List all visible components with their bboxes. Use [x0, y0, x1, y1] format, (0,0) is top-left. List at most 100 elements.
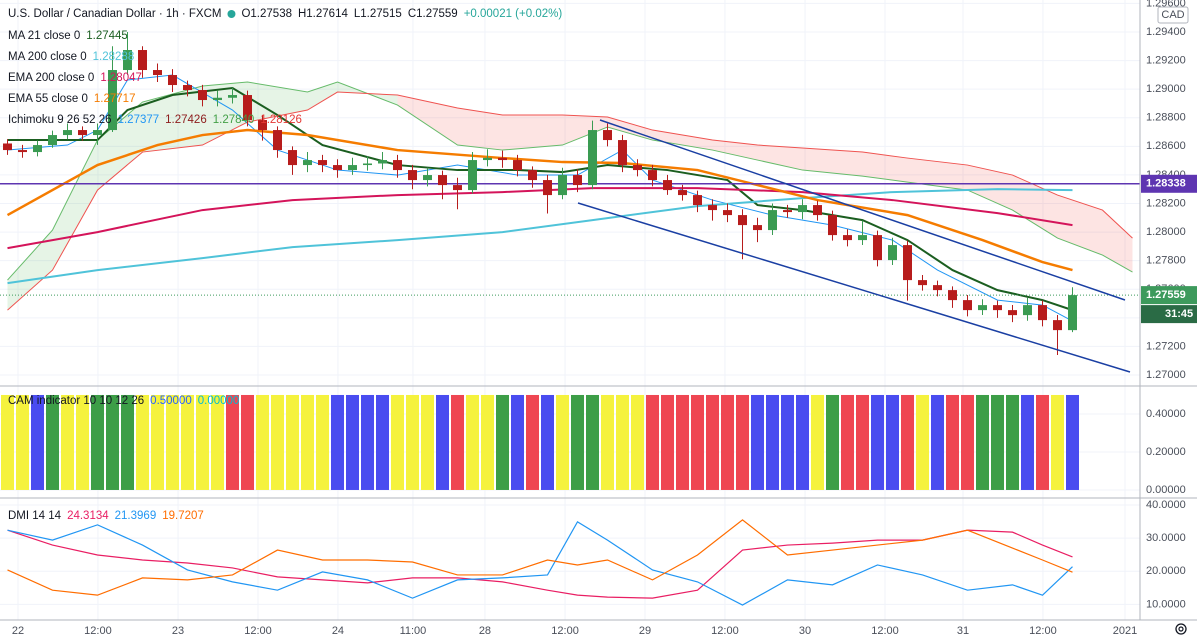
x-tick-label: 12:00 — [84, 625, 112, 637]
settings-icon[interactable] — [1175, 623, 1187, 635]
candle-body — [498, 157, 507, 161]
cam-bar — [991, 394, 1004, 490]
candle-body — [258, 120, 267, 131]
candle-body — [348, 165, 357, 171]
cam-bar — [736, 394, 749, 490]
candle-body — [693, 195, 702, 206]
candle-body — [678, 190, 687, 196]
y-tick-label: 0.00000 — [1146, 484, 1186, 496]
x-tick-label: 30 — [799, 625, 811, 637]
candle-body — [228, 95, 237, 98]
cloud-fill — [1057, 195, 1103, 256]
cam-bar — [961, 394, 974, 490]
cam-bar — [1, 394, 14, 490]
candle-body — [78, 130, 87, 136]
candle-body — [978, 305, 987, 311]
candle-body — [303, 160, 312, 166]
y-tick-label: 1.28000 — [1146, 226, 1186, 238]
cam-bar — [661, 394, 674, 490]
cam-bar — [436, 394, 449, 490]
drawings — [577, 119, 1131, 373]
cam-bar — [826, 394, 839, 490]
cloud-fill — [652, 130, 713, 151]
indicator-readout: 21.3969 — [115, 510, 157, 522]
x-tick-label: 11:00 — [400, 625, 427, 637]
cloud-fill — [757, 145, 803, 171]
cam-bar — [136, 394, 149, 490]
cam-bar — [256, 394, 269, 490]
indicator-readout: 1.27426 — [165, 114, 207, 126]
cam-bar — [526, 394, 539, 490]
candle-body — [993, 305, 1002, 311]
cloud-fill — [7, 230, 53, 311]
chart-title: U.S. Dollar / Canadian Dollar · 1h · FXC… — [8, 8, 221, 20]
cam-bar — [931, 394, 944, 490]
cloud-fill — [457, 108, 503, 151]
candle-body — [558, 175, 567, 196]
x-tick-label: 31 — [957, 625, 969, 637]
x-tick-label: 12:00 — [1029, 625, 1057, 637]
cam-bar — [271, 394, 284, 490]
candle-body — [783, 210, 792, 213]
legend: U.S. Dollar / Canadian Dollar · 1h · FXC… — [8, 8, 562, 522]
cam-bar — [556, 394, 569, 490]
hline-label: 1.28338 — [1146, 178, 1186, 190]
y-tick-label: 20.0000 — [1146, 565, 1186, 577]
cam-bar — [1066, 394, 1079, 490]
cloud-fill — [802, 148, 863, 177]
cam-bar — [376, 394, 389, 490]
cloud-fill — [97, 102, 143, 191]
candle-body — [108, 70, 117, 131]
cam-bar — [916, 394, 929, 490]
candle-body — [633, 165, 642, 171]
cam-bar — [706, 394, 719, 490]
cam-bar — [871, 394, 884, 490]
indicator-name: CAM indicator 10 10 12 26 — [8, 395, 144, 407]
candle-body — [1023, 305, 1032, 316]
indicator-name: DMI 14 14 — [8, 510, 62, 522]
y-tick-label: 40.0000 — [1146, 499, 1186, 511]
indicator-name: EMA 200 close 0 — [8, 72, 94, 84]
ohlc-readout: H1.27614 — [298, 8, 348, 20]
candle-body — [813, 205, 822, 216]
gear-hub — [1178, 626, 1184, 632]
cam-bar — [61, 394, 74, 490]
cam-bar — [601, 394, 614, 490]
candle-body — [153, 70, 162, 76]
cloud-fill — [1102, 210, 1133, 273]
gear-ring — [1175, 623, 1187, 635]
dmi-line — [7, 519, 1073, 596]
candle-body — [33, 145, 42, 153]
candle-body — [93, 130, 102, 136]
cam-bar — [586, 394, 599, 490]
cam-bar — [91, 394, 104, 490]
candle-body — [18, 150, 27, 153]
cam-bar — [511, 394, 524, 490]
dmi-line — [7, 529, 1073, 599]
cam-bar — [781, 394, 794, 490]
cam-bar — [151, 394, 164, 490]
indicator-readout: 19.7207 — [162, 510, 204, 522]
candle-body — [858, 235, 867, 241]
cloud-fill — [967, 165, 1013, 211]
candle-body — [3, 143, 12, 151]
cloud-fill — [862, 152, 908, 183]
span-b-line — [7, 91, 1133, 311]
y-tick-label: 0.40000 — [1146, 408, 1186, 420]
candle-body — [123, 50, 132, 71]
cam-bar — [481, 394, 494, 490]
indicator-readout: 1.27445 — [86, 30, 128, 42]
candle-body — [243, 95, 252, 121]
x-tick-label: 23 — [172, 625, 184, 637]
cam-bar — [976, 394, 989, 490]
candle-body — [888, 245, 897, 261]
moving-average — [7, 188, 1073, 285]
x-tick-label: 12:00 — [551, 625, 579, 637]
candle-body — [963, 300, 972, 311]
cam-bar — [856, 394, 869, 490]
cam-bar — [31, 394, 44, 490]
candle-body — [318, 160, 327, 166]
cam-bar — [181, 394, 194, 490]
y-tick-label: 1.29600 — [1146, 0, 1186, 9]
